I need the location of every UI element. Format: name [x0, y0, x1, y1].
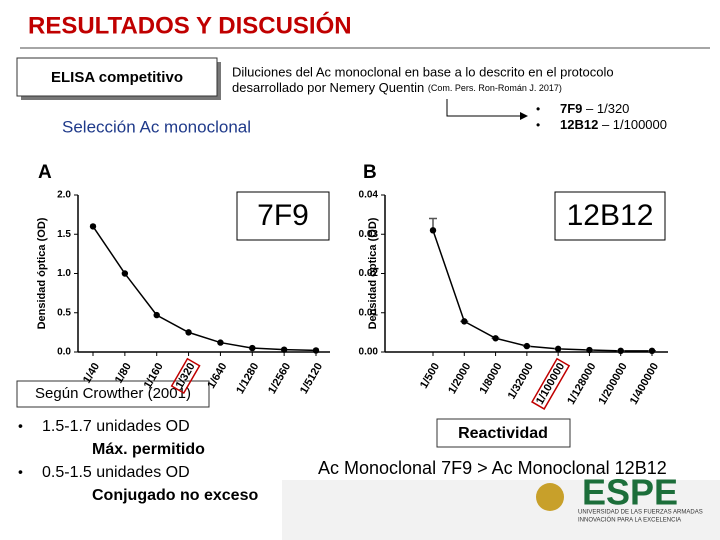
data-point — [185, 329, 192, 336]
y-tick-label: 0.04 — [359, 190, 379, 201]
panel-letter: A — [38, 162, 52, 183]
logo-line: INNOVACIÓN PARA LA EXCELENCIA — [578, 517, 681, 524]
y-axis-label: Densidad óptica (OD) — [367, 217, 379, 329]
svg-text:•: • — [18, 464, 23, 480]
data-point — [89, 223, 97, 230]
crowther-item: 1.5-1.7 unidades OD — [42, 418, 190, 435]
svg-text:•: • — [536, 118, 540, 132]
conclusion: Ac Monoclonal 7F9 > Ac Monoclonal 12B12 — [318, 458, 667, 478]
data-line — [92, 225, 317, 352]
reactivity-box: Reactividad — [458, 425, 548, 442]
data-point — [280, 346, 288, 353]
y-tick-label: 0.03 — [359, 229, 379, 240]
selected-bold: 12B12 — [560, 117, 598, 132]
dilution-text: desarrollado por Nemery Quentin (Com. Pe… — [232, 80, 562, 95]
crowther-box: Según Crowther (2001) — [35, 385, 191, 402]
selection-label: Selección Ac monoclonal — [62, 117, 251, 136]
elisa-box: ELISA competitivo — [51, 69, 183, 86]
svg-text:•: • — [18, 418, 23, 434]
crowther-item: Máx. permitido — [92, 441, 205, 458]
slide-title: RESULTADOS Y DISCUSIÓN — [28, 11, 352, 39]
data-point — [249, 344, 256, 352]
crowther-item: Conjugado no exceso — [92, 487, 258, 504]
data-point — [461, 318, 468, 325]
y-tick-label: 2.0 — [57, 190, 71, 201]
y-tick-label: 0.00 — [359, 347, 379, 358]
data-point — [648, 347, 656, 355]
y-tick-label: 0.01 — [359, 307, 379, 318]
data-line — [432, 230, 652, 352]
svg-text:ESPE: ESPE — [582, 472, 678, 513]
annotation: 12B12 — [567, 199, 654, 232]
dilution-text: desarrollado por Nemery Quentin — [232, 80, 424, 95]
selected-bold: 7F9 — [560, 101, 582, 116]
selected-item: 12B12 – 1/100000 — [560, 117, 667, 132]
y-tick-label: 1.0 — [57, 268, 71, 279]
crowther-item: 0.5-1.5 unidades OD — [42, 464, 190, 481]
svg-text:•: • — [536, 102, 540, 116]
y-tick-label: 0.5 — [57, 307, 71, 318]
data-point — [121, 270, 129, 277]
y-tick-label: 0.0 — [57, 347, 71, 358]
panel-letter: B — [363, 162, 377, 183]
data-point — [586, 346, 593, 354]
data-point — [523, 342, 531, 350]
data-point — [153, 311, 160, 319]
data-point — [312, 347, 320, 354]
annotation: 7F9 — [257, 199, 309, 232]
highlight-box — [531, 357, 571, 410]
y-axis-label: Densidad óptica (OD) — [36, 217, 48, 329]
data-point — [217, 339, 224, 346]
dilution-text: Diluciones del Ac monoclonal en base a l… — [232, 64, 614, 79]
data-point — [554, 345, 562, 353]
selected-item: 7F9 – 1/320 — [560, 101, 629, 116]
y-tick-label: 0.02 — [359, 268, 379, 279]
data-point — [492, 335, 499, 342]
y-tick-label: 1.5 — [57, 229, 71, 240]
logo-line: UNIVERSIDAD DE LAS FUERZAS ARMADAS — [578, 510, 703, 516]
highlight-box — [170, 357, 201, 395]
data-point — [429, 227, 437, 234]
annotation-box — [554, 191, 666, 241]
selected-text: – 1/320 — [586, 101, 629, 116]
selected-text: – 1/100000 — [602, 117, 667, 132]
dilution-ref: (Com. Pers. Ron-Román J. 2017) — [428, 83, 562, 93]
data-point — [617, 347, 624, 355]
annotation-box — [236, 191, 330, 241]
